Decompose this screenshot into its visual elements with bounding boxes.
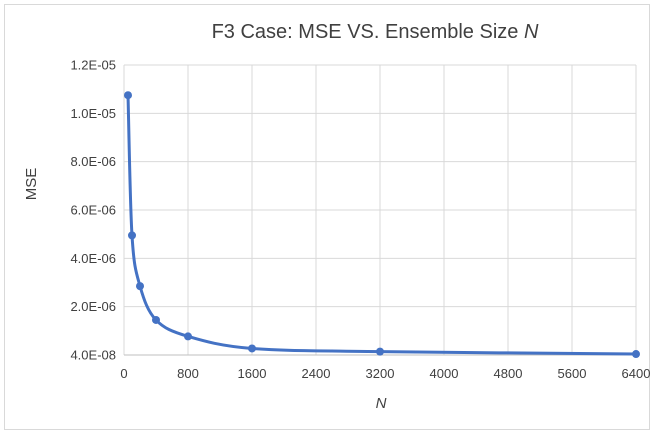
x-tick-label: 1600 bbox=[238, 366, 267, 381]
chart-title-main: F3 Case: MSE VS. Ensemble Size bbox=[212, 21, 524, 43]
chart-frame bbox=[4, 4, 650, 430]
x-axis-label: N bbox=[376, 395, 387, 412]
x-tick-label: 0 bbox=[120, 366, 127, 381]
y-axis-ticks: 4.0E-08 2.0E-06 4.0E-06 6.0E-06 8.0E-06 1.0E-… bbox=[70, 58, 116, 363]
x-tick-label: 800 bbox=[177, 366, 199, 381]
data-point bbox=[124, 91, 132, 100]
x-tick-label: 6400 bbox=[622, 366, 651, 381]
x-tick-label: 3200 bbox=[366, 366, 395, 381]
data-point bbox=[136, 282, 144, 291]
x-tick-label: 4000 bbox=[430, 366, 459, 381]
data-point bbox=[152, 315, 160, 324]
x-tick-label: 2400 bbox=[302, 366, 331, 381]
chart-title: F3 Case: MSE VS. Ensemble Size N bbox=[212, 21, 539, 43]
data-point bbox=[128, 231, 136, 240]
x-tick-label: 4800 bbox=[494, 366, 523, 381]
y-tick-label: 2.0E-06 bbox=[70, 299, 116, 314]
data-point bbox=[248, 344, 256, 353]
chart-title-italic: N bbox=[524, 21, 539, 43]
series-line bbox=[126, 93, 638, 356]
data-point bbox=[184, 332, 192, 341]
y-tick-label: 4.0E-08 bbox=[70, 348, 116, 363]
x-axis-ticks: 0 800 1600 2400 3200 4000 4800 5600 6400 bbox=[120, 366, 650, 381]
grid bbox=[123, 64, 637, 356]
y-tick-label: 6.0E-06 bbox=[70, 203, 116, 218]
series-group bbox=[124, 91, 640, 359]
y-axis-label: MSE bbox=[23, 168, 40, 201]
x-tick-label: 5600 bbox=[558, 366, 587, 381]
y-tick-label: 1.0E-05 bbox=[70, 106, 116, 121]
data-point bbox=[376, 347, 384, 356]
y-tick-label: 8.0E-06 bbox=[70, 154, 116, 169]
data-point bbox=[632, 350, 640, 359]
y-tick-label: 4.0E-06 bbox=[70, 251, 116, 266]
y-tick-label: 1.2E-05 bbox=[70, 58, 116, 73]
